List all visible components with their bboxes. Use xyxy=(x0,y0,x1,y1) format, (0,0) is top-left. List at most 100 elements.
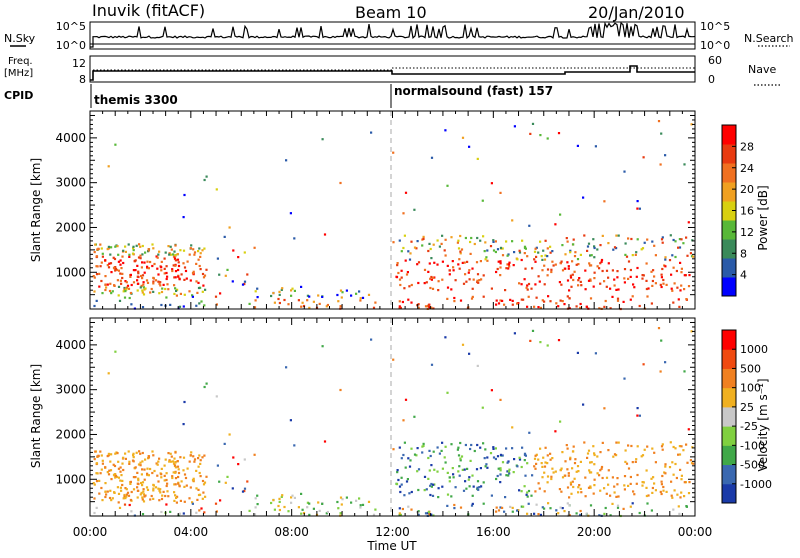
velocity-cell xyxy=(114,350,117,353)
velocity-cell xyxy=(323,440,327,443)
velocity-cell xyxy=(173,457,176,460)
velocity-cell xyxy=(128,460,131,463)
power-cell xyxy=(479,260,482,263)
power-cell xyxy=(106,248,109,251)
power-cell xyxy=(569,274,572,277)
freq-unit-label: [MHz] xyxy=(4,68,33,79)
velocity-cell xyxy=(142,500,146,503)
velocity-cell xyxy=(550,475,553,478)
velocity-cell xyxy=(678,453,682,456)
velocity-cell xyxy=(396,471,399,474)
power-cell xyxy=(200,300,203,303)
power-cell xyxy=(421,244,424,247)
power-colorbar-swatch xyxy=(722,182,736,202)
power-cell xyxy=(544,254,547,257)
velocity-cell xyxy=(617,495,620,498)
velocity-cell xyxy=(283,505,286,509)
velocity-cell xyxy=(467,478,470,481)
power-cell xyxy=(537,306,540,309)
power-cell xyxy=(219,292,222,295)
velocity-cell xyxy=(150,494,153,498)
power-cell xyxy=(428,306,431,309)
power-cell xyxy=(566,261,569,264)
power-cell xyxy=(129,291,132,295)
velocity-cell xyxy=(106,490,109,493)
power-cell xyxy=(522,298,525,301)
velocity-cell xyxy=(179,456,182,459)
power-cell xyxy=(476,279,479,282)
power-cell xyxy=(424,305,428,308)
power-cell xyxy=(590,254,593,257)
velocity-cell xyxy=(561,507,564,510)
velocity-cell xyxy=(549,507,552,510)
velocity-cell xyxy=(198,509,201,512)
velocity-cell xyxy=(599,469,602,472)
power-cell xyxy=(505,240,508,243)
power-cell xyxy=(458,267,461,270)
velocity-cell xyxy=(579,509,582,513)
power-cell xyxy=(537,275,540,278)
power-cell xyxy=(125,281,128,284)
velocity-cell xyxy=(109,469,113,472)
power-cell xyxy=(285,159,288,162)
velocity-cell xyxy=(143,478,146,481)
velocity-cell xyxy=(551,457,554,460)
velocity-cell xyxy=(399,490,402,494)
velocity-cell xyxy=(112,463,115,466)
velocity-cell xyxy=(592,445,595,448)
velocity-cell xyxy=(151,450,154,453)
power-cell xyxy=(669,234,672,237)
power-cell xyxy=(692,255,695,258)
power-cell xyxy=(660,273,663,276)
velocity-cell xyxy=(615,441,618,444)
velocity-cell xyxy=(137,477,140,480)
velocity-cell xyxy=(654,461,657,464)
power-cell xyxy=(469,240,472,244)
velocity-cell xyxy=(560,490,563,493)
power-cell xyxy=(372,306,376,309)
velocity-colorbar-swatch xyxy=(722,464,736,485)
time-tick-label: 04:00 xyxy=(174,525,209,539)
power-cell xyxy=(174,287,177,290)
power-cell xyxy=(272,292,275,295)
velocity-cell xyxy=(151,471,154,475)
power-cell xyxy=(422,235,425,238)
velocity-cell xyxy=(318,509,321,512)
power-cell xyxy=(468,145,471,148)
velocity-cell xyxy=(579,487,582,490)
velocity-cell xyxy=(184,476,188,480)
power-cell xyxy=(683,163,686,166)
velocity-cell xyxy=(526,462,529,465)
power-cell xyxy=(640,248,643,251)
velocity-cell xyxy=(482,442,485,445)
velocity-cell xyxy=(142,493,145,496)
velocity-cell xyxy=(117,460,120,463)
power-cell xyxy=(132,249,135,252)
velocity-cell xyxy=(490,494,493,497)
power-cell xyxy=(178,278,181,281)
velocity-cell xyxy=(410,508,413,511)
power-cell xyxy=(273,301,276,304)
velocity-cell xyxy=(603,487,606,490)
power-cell xyxy=(588,262,591,265)
power-cell xyxy=(182,262,185,265)
velocity-cell xyxy=(141,484,144,487)
velocity-cell xyxy=(497,467,500,470)
velocity-cell xyxy=(499,398,502,401)
velocity-colorbar-tick-label: -1000 xyxy=(740,478,772,491)
power-cell xyxy=(163,257,166,260)
velocity-cell xyxy=(171,476,174,480)
power-x-ticks xyxy=(89,111,696,309)
power-cell xyxy=(638,207,641,210)
power-cell xyxy=(98,285,101,288)
velocity-cell xyxy=(526,495,529,498)
velocity-cell xyxy=(427,456,430,460)
velocity-cell xyxy=(477,488,480,491)
power-cell xyxy=(205,268,208,271)
power-cell xyxy=(404,191,408,194)
velocity-scatter-cells xyxy=(92,327,695,518)
velocity-cell xyxy=(125,488,128,491)
power-cell xyxy=(100,247,103,250)
velocity-cell xyxy=(119,466,122,469)
